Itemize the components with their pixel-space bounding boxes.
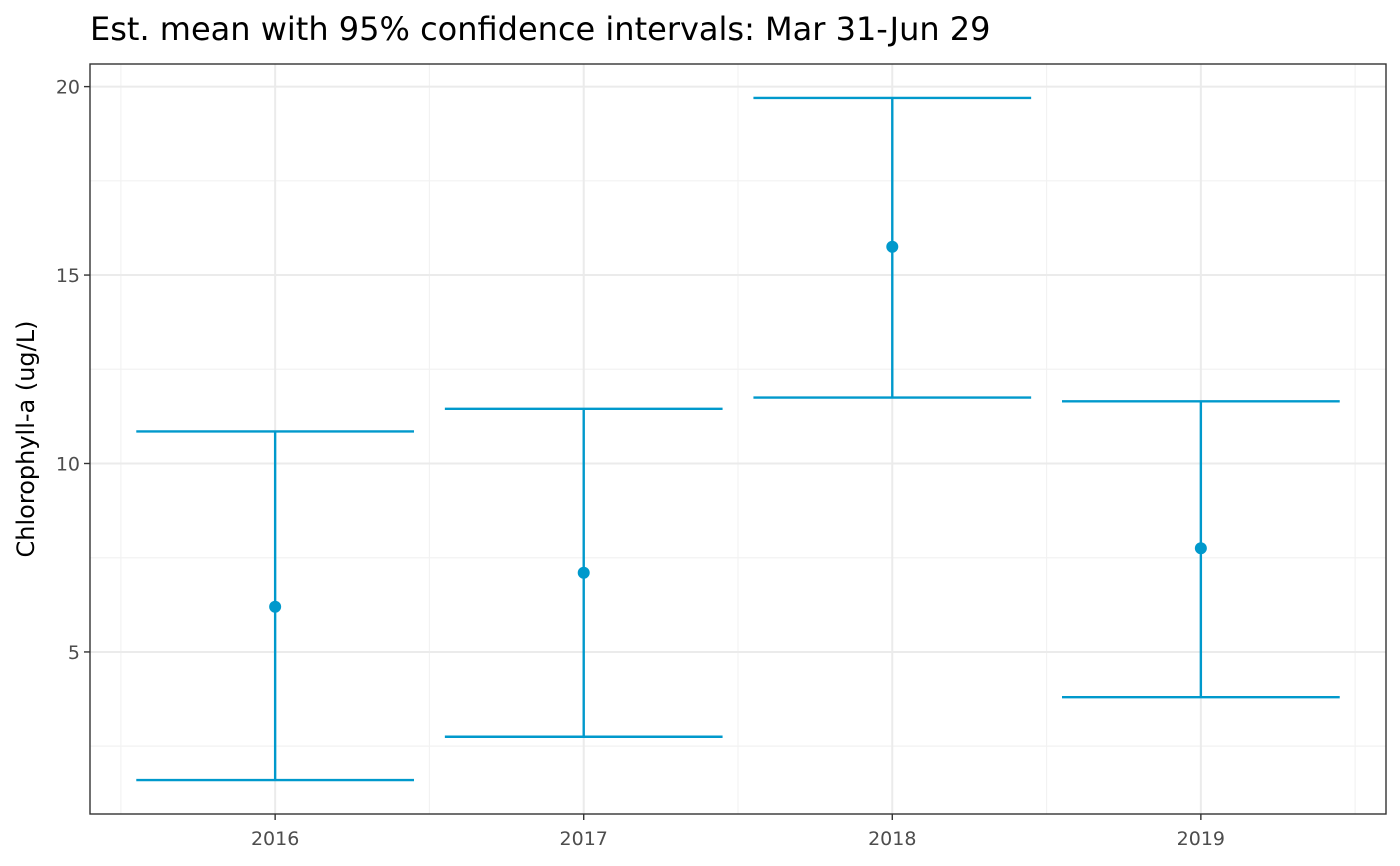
errorbar-2019	[1062, 400, 1340, 699]
errorbar-2017	[444, 407, 723, 738]
x-tick-label: 2019	[1177, 828, 1225, 850]
panel-border	[89, 63, 1387, 815]
grid-layer	[90, 64, 1386, 814]
y-tick-label: 20	[56, 77, 80, 99]
mean-point	[886, 240, 899, 253]
x-tick-label: 2017	[560, 828, 608, 850]
y-tick-label: 10	[56, 453, 80, 475]
axis-layer: 5 10 15 20 2016 2017 2018 2019	[56, 77, 1225, 850]
y-axis-title: Chlorophyll-a (ug/L)	[12, 321, 40, 558]
x-tick-label: 2016	[251, 828, 299, 850]
x-tick-label: 2018	[868, 828, 916, 850]
marks-layer	[136, 96, 1340, 782]
chart-title: Est. mean with 95% confidence intervals:…	[90, 10, 991, 48]
y-tick-label: 15	[56, 265, 80, 287]
errorbar-2018	[753, 96, 1032, 399]
errorbar-2016	[136, 430, 414, 782]
mean-point	[577, 566, 590, 579]
mean-point	[269, 600, 282, 613]
y-tick-label: 5	[68, 642, 80, 664]
mean-point	[1194, 542, 1207, 555]
